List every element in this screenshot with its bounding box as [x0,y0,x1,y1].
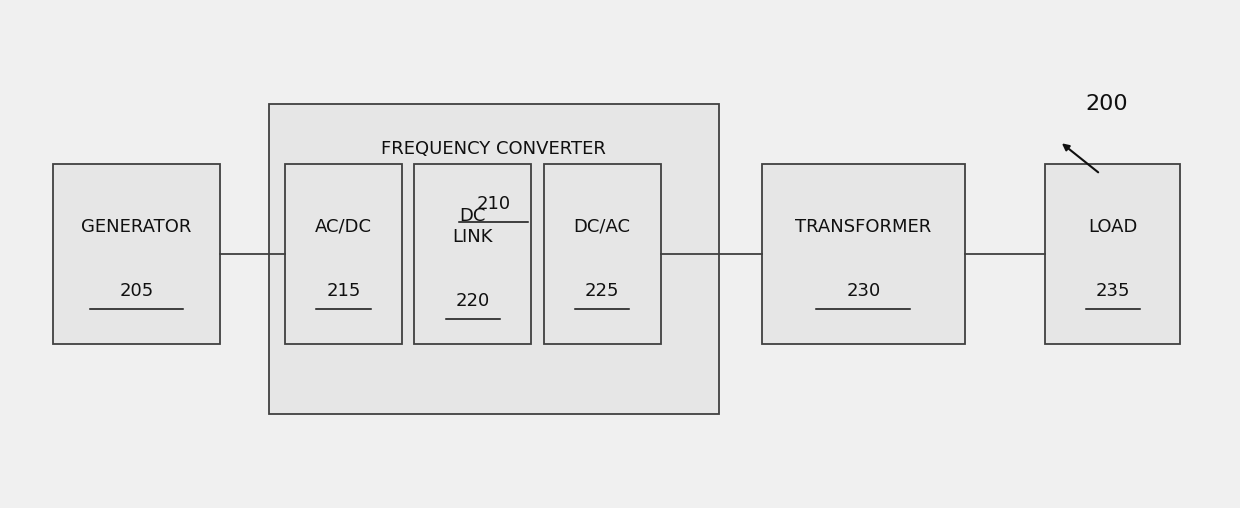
Bar [543,164,661,344]
Text: 230: 230 [846,282,880,300]
Text: 215: 215 [326,282,361,300]
Text: 220: 220 [455,293,490,310]
Text: 210: 210 [476,195,511,213]
Text: LOAD: LOAD [1087,217,1137,236]
Text: DC/AC: DC/AC [574,217,631,236]
Text: FREQUENCY CONVERTER: FREQUENCY CONVERTER [382,140,606,158]
Text: 200: 200 [1085,94,1128,114]
Text: 225: 225 [585,282,620,300]
Text: DC
LINK: DC LINK [453,207,494,246]
Bar [761,164,965,344]
Text: AC/DC: AC/DC [315,217,372,236]
Bar [414,164,531,344]
Bar [269,104,718,414]
Bar [285,164,402,344]
Text: 235: 235 [1095,282,1130,300]
Text: 205: 205 [119,282,154,300]
Bar [53,164,219,344]
Text: TRANSFORMER: TRANSFORMER [795,217,931,236]
Text: GENERATOR: GENERATOR [82,217,192,236]
Bar [1045,164,1180,344]
